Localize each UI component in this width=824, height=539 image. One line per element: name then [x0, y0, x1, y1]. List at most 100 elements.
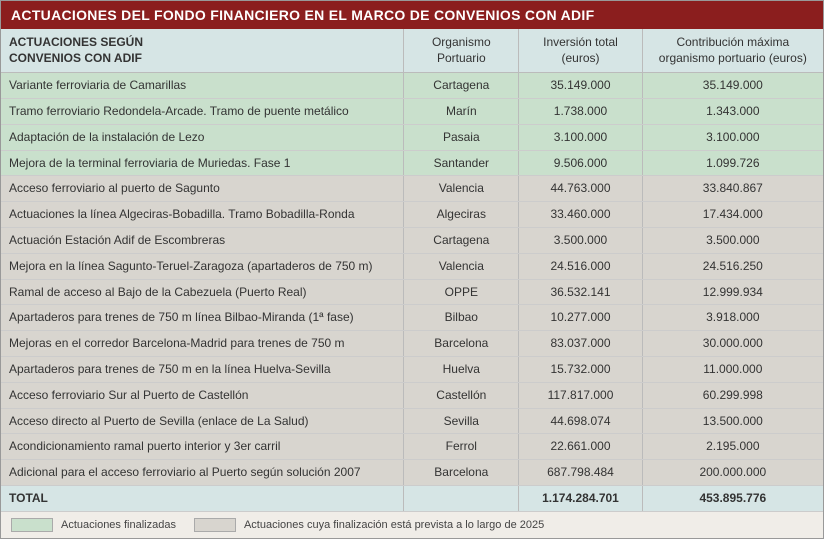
- table-row: Acceso ferroviario al puerto de SaguntoV…: [1, 176, 823, 202]
- cell-cont: 3.100.000: [642, 124, 823, 150]
- header-organismo: OrganismoPortuario: [404, 29, 519, 73]
- cell-cont: 1.099.726: [642, 150, 823, 176]
- cell-org: Cartagena: [404, 73, 519, 99]
- cell-name: Tramo ferroviario Redondela-Arcade. Tram…: [1, 98, 404, 124]
- cell-inv: 83.037.000: [519, 331, 642, 357]
- cell-cont: 13.500.000: [642, 408, 823, 434]
- cell-org: Bilbao: [404, 305, 519, 331]
- legend-finished: Actuaciones finalizadas: [11, 518, 176, 532]
- cell-cont: 60.299.998: [642, 382, 823, 408]
- cell-name: Acceso ferroviario al puerto de Sagunto: [1, 176, 404, 202]
- table-row: Ramal de acceso al Bajo de la Cabezuela …: [1, 279, 823, 305]
- cell-name: Actuaciones la línea Algeciras-Bobadilla…: [1, 202, 404, 228]
- cell-org: Barcelona: [404, 331, 519, 357]
- cell-cont: 2.195.000: [642, 434, 823, 460]
- table-row: Acondicionamiento ramal puerto interior …: [1, 434, 823, 460]
- table-row: Adicional para el acceso ferroviario al …: [1, 460, 823, 486]
- table-row: Mejora de la terminal ferroviaria de Mur…: [1, 150, 823, 176]
- cell-inv: 3.500.000: [519, 227, 642, 253]
- cell-name: Mejora de la terminal ferroviaria de Mur…: [1, 150, 404, 176]
- table-row: Variante ferroviaria de CamarillasCartag…: [1, 73, 823, 99]
- cell-org: Ferrol: [404, 434, 519, 460]
- legend: Actuaciones finalizadas Actuaciones cuya…: [1, 512, 823, 538]
- total-inv: 1.174.284.701: [519, 485, 642, 511]
- cell-name: Adaptación de la instalación de Lezo: [1, 124, 404, 150]
- header-contribucion: Contribución máximaorganismo portuario (…: [642, 29, 823, 73]
- table-row: Mejoras en el corredor Barcelona-Madrid …: [1, 331, 823, 357]
- cell-org: Algeciras: [404, 202, 519, 228]
- swatch-gray: [194, 518, 236, 532]
- cell-name: Acceso directo al Puerto de Sevilla (enl…: [1, 408, 404, 434]
- cell-cont: 33.840.867: [642, 176, 823, 202]
- cell-inv: 44.763.000: [519, 176, 642, 202]
- total-cont: 453.895.776: [642, 485, 823, 511]
- cell-org: Valencia: [404, 253, 519, 279]
- table-row: Adaptación de la instalación de LezoPasa…: [1, 124, 823, 150]
- cell-name: Mejora en la línea Sagunto-Teruel-Zarago…: [1, 253, 404, 279]
- cell-org: Castellón: [404, 382, 519, 408]
- cell-cont: 30.000.000: [642, 331, 823, 357]
- cell-inv: 117.817.000: [519, 382, 642, 408]
- cell-org: Cartagena: [404, 227, 519, 253]
- cell-inv: 9.506.000: [519, 150, 642, 176]
- legend-finished-label: Actuaciones finalizadas: [61, 519, 176, 531]
- cell-inv: 15.732.000: [519, 356, 642, 382]
- cell-inv: 22.661.000: [519, 434, 642, 460]
- cell-name: Acondicionamiento ramal puerto interior …: [1, 434, 404, 460]
- cell-cont: 12.999.934: [642, 279, 823, 305]
- cell-cont: 24.516.250: [642, 253, 823, 279]
- cell-inv: 24.516.000: [519, 253, 642, 279]
- cell-org: Sevilla: [404, 408, 519, 434]
- total-label: TOTAL: [1, 485, 404, 511]
- header-actuaciones: ACTUACIONES SEGÚNCONVENIOS CON ADIF: [1, 29, 404, 73]
- header-inversion: Inversión total(euros): [519, 29, 642, 73]
- cell-name: Variante ferroviaria de Camarillas: [1, 73, 404, 99]
- cell-cont: 35.149.000: [642, 73, 823, 99]
- cell-name: Apartaderos para trenes de 750 m en la l…: [1, 356, 404, 382]
- cell-inv: 1.738.000: [519, 98, 642, 124]
- total-row: TOTAL 1.174.284.701453.895.776: [1, 485, 823, 511]
- cell-inv: 33.460.000: [519, 202, 642, 228]
- legend-planned: Actuaciones cuya finalización está previ…: [194, 518, 544, 532]
- cell-name: Acceso ferroviario Sur al Puerto de Cast…: [1, 382, 404, 408]
- cell-inv: 36.532.141: [519, 279, 642, 305]
- title-bar: ACTUACIONES DEL FONDO FINANCIERO EN EL M…: [1, 1, 823, 29]
- cell-cont: 200.000.000: [642, 460, 823, 486]
- table-row: Actuaciones la línea Algeciras-Bobadilla…: [1, 202, 823, 228]
- cell-cont: 3.500.000: [642, 227, 823, 253]
- cell-inv: 687.798.484: [519, 460, 642, 486]
- cell-name: Apartaderos para trenes de 750 m línea B…: [1, 305, 404, 331]
- cell-org: OPPE: [404, 279, 519, 305]
- cell-name: Ramal de acceso al Bajo de la Cabezuela …: [1, 279, 404, 305]
- cell-org: Barcelona: [404, 460, 519, 486]
- header-row: ACTUACIONES SEGÚNCONVENIOS CON ADIF Orga…: [1, 29, 823, 73]
- cell-inv: 35.149.000: [519, 73, 642, 99]
- cell-cont: 3.918.000: [642, 305, 823, 331]
- cell-inv: 44.698.074: [519, 408, 642, 434]
- cell-org: Marín: [404, 98, 519, 124]
- table-row: Apartaderos para trenes de 750 m línea B…: [1, 305, 823, 331]
- table-row: Mejora en la línea Sagunto-Teruel-Zarago…: [1, 253, 823, 279]
- cell-name: Adicional para el acceso ferroviario al …: [1, 460, 404, 486]
- table-row: Actuación Estación Adif de EscombrerasCa…: [1, 227, 823, 253]
- data-table: ACTUACIONES SEGÚNCONVENIOS CON ADIF Orga…: [1, 29, 823, 512]
- cell-inv: 3.100.000: [519, 124, 642, 150]
- cell-org: Valencia: [404, 176, 519, 202]
- table-body: Variante ferroviaria de CamarillasCartag…: [1, 73, 823, 512]
- total-empty: [404, 485, 519, 511]
- cell-org: Santander: [404, 150, 519, 176]
- cell-name: Actuación Estación Adif de Escombreras: [1, 227, 404, 253]
- cell-cont: 11.000.000: [642, 356, 823, 382]
- swatch-green: [11, 518, 53, 532]
- table-row: Apartaderos para trenes de 750 m en la l…: [1, 356, 823, 382]
- cell-org: Huelva: [404, 356, 519, 382]
- cell-cont: 17.434.000: [642, 202, 823, 228]
- cell-name: Mejoras en el corredor Barcelona-Madrid …: [1, 331, 404, 357]
- cell-org: Pasaia: [404, 124, 519, 150]
- cell-inv: 10.277.000: [519, 305, 642, 331]
- table-container: ACTUACIONES DEL FONDO FINANCIERO EN EL M…: [0, 0, 824, 539]
- table-row: Acceso ferroviario Sur al Puerto de Cast…: [1, 382, 823, 408]
- table-row: Tramo ferroviario Redondela-Arcade. Tram…: [1, 98, 823, 124]
- legend-planned-label: Actuaciones cuya finalización está previ…: [244, 519, 544, 531]
- cell-cont: 1.343.000: [642, 98, 823, 124]
